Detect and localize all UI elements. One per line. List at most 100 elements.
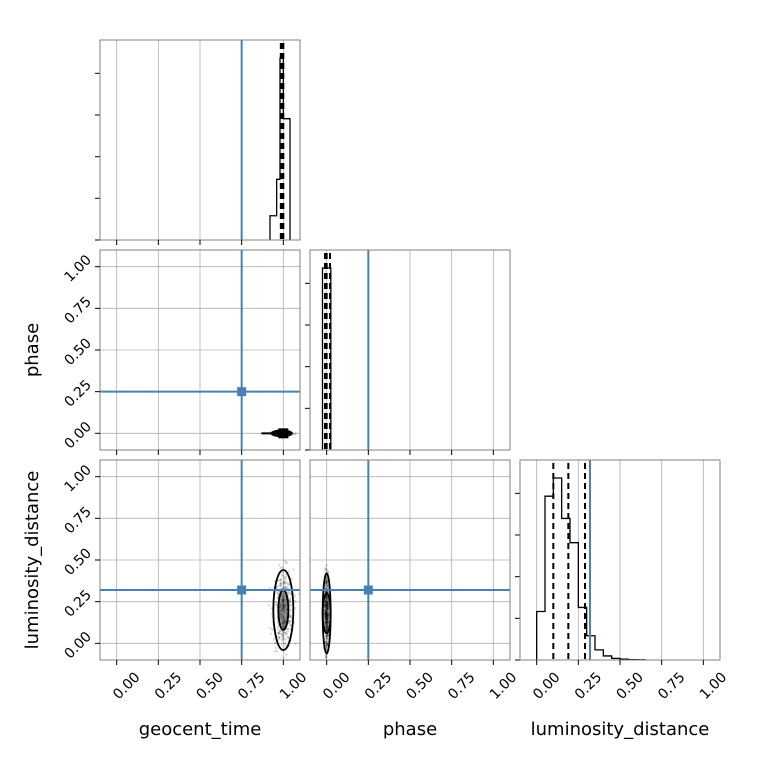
sample-point-phase-vs-luminosity_distance	[325, 611, 328, 614]
sample-point-geocent_time-vs-luminosity_distance	[284, 599, 287, 602]
sample-point-phase-vs-luminosity_distance	[325, 581, 328, 584]
sample-point-geocent_time-vs-luminosity_distance	[285, 561, 288, 564]
sample-point-phase-vs-luminosity_distance	[326, 615, 329, 618]
sample-point-phase-vs-luminosity_distance	[324, 615, 328, 619]
sample-point-geocent_time-vs-luminosity_distance	[289, 603, 292, 606]
ytick-label-luminosity_distance-3: 0.75	[62, 504, 95, 537]
sample-point-geocent_time-vs-luminosity_distance	[283, 604, 286, 608]
sample-point-geocent_time-vs-luminosity_distance	[275, 602, 278, 606]
sample-point-phase-vs-luminosity_distance	[325, 621, 329, 624]
sample-point-geocent_time-vs-luminosity_distance	[287, 620, 291, 623]
sample-point-geocent_time-vs-luminosity_distance	[285, 607, 288, 611]
sample-point-phase-vs-luminosity_distance	[325, 599, 328, 602]
sample-point-geocent_time-vs-luminosity_distance	[282, 599, 285, 603]
sample-point-geocent_time-vs-luminosity_distance	[280, 586, 283, 590]
sample-point-phase-vs-luminosity_distance	[327, 611, 330, 614]
sample-point-phase-vs-luminosity_distance	[325, 609, 329, 612]
sample-point-geocent_time-vs-luminosity_distance	[281, 633, 284, 637]
sample-point-phase-vs-luminosity_distance	[326, 606, 329, 610]
xlabel-luminosity_distance: luminosity_distance	[531, 719, 710, 740]
sample-point-geocent_time-vs-luminosity_distance	[281, 574, 284, 577]
sample-point-phase-vs-luminosity_distance	[324, 597, 328, 601]
sample-point-phase-vs-luminosity_distance	[325, 620, 329, 623]
sample-point-geocent_time-vs-luminosity_distance	[286, 635, 290, 639]
sample-point-phase-vs-luminosity_distance	[326, 600, 329, 603]
sample-point-geocent_time-vs-luminosity_distance	[278, 632, 282, 635]
sample-point-geocent_time-vs-luminosity_distance	[281, 600, 285, 604]
sample-point-phase-vs-luminosity_distance	[326, 621, 329, 624]
sample-point-geocent_time-vs-luminosity_distance	[283, 605, 287, 608]
sample-point-phase-vs-luminosity_distance	[324, 613, 328, 616]
sample-point-phase-vs-luminosity_distance	[326, 644, 329, 647]
sample-point-phase-vs-luminosity_distance	[325, 618, 328, 621]
sample-point-geocent_time-vs-luminosity_distance	[279, 605, 282, 609]
sample-point-phase-vs-luminosity_distance	[325, 625, 329, 628]
sample-point-geocent_time-vs-luminosity_distance	[281, 604, 284, 608]
sample-point-phase-vs-luminosity_distance	[324, 596, 328, 599]
sample-point-phase-vs-luminosity_distance	[325, 609, 328, 612]
sample-point-phase-vs-luminosity_distance	[324, 596, 328, 600]
sample-point-phase-vs-luminosity_distance	[325, 612, 328, 616]
sample-point-geocent_time-vs-luminosity_distance	[281, 615, 284, 619]
sample-point-phase-vs-luminosity_distance	[326, 634, 330, 637]
sample-point-phase-vs-luminosity_distance	[326, 614, 330, 617]
sample-point-geocent_time-vs-luminosity_distance	[280, 598, 284, 602]
sample-point-phase-vs-luminosity_distance	[326, 605, 329, 608]
grid-layer	[100, 40, 704, 660]
sample-point-geocent_time-vs-luminosity_distance	[280, 566, 284, 570]
sample-point-phase-vs-luminosity_distance	[324, 615, 327, 618]
sample-point-phase-vs-luminosity_distance	[326, 618, 329, 621]
truth-layer	[100, 40, 591, 660]
xtick-label-phase-4: 1.00	[487, 669, 520, 702]
sample-point-phase-vs-luminosity_distance	[325, 602, 328, 605]
sample-point-geocent_time-vs-luminosity_distance	[273, 650, 277, 653]
sample-point-phase-vs-luminosity_distance	[327, 603, 330, 606]
sample-point-phase-vs-luminosity_distance	[325, 628, 328, 631]
sample-point-phase-vs-luminosity_distance	[324, 609, 328, 612]
sample-point-phase-vs-luminosity_distance	[325, 564, 328, 567]
sample-point-geocent_time-vs-luminosity_distance	[284, 608, 287, 612]
sample-point-geocent_time-vs-luminosity_distance	[288, 613, 291, 616]
sample-point-phase-vs-luminosity_distance	[324, 626, 328, 629]
sample-point-geocent_time-vs-phase	[294, 433, 297, 436]
sample-point-phase-vs-luminosity_distance	[324, 612, 327, 616]
ytick-label-phase-3: 0.75	[62, 294, 95, 327]
sample-point-geocent_time-vs-luminosity_distance	[288, 599, 292, 602]
sample-point-geocent_time-vs-luminosity_distance	[284, 586, 287, 590]
sample-point-phase-vs-luminosity_distance	[326, 642, 329, 646]
sample-point-phase-vs-luminosity_distance	[325, 615, 328, 618]
sample-point-geocent_time-vs-luminosity_distance	[282, 580, 286, 583]
sample-point-geocent_time-vs-luminosity_distance	[286, 630, 290, 633]
sample-point-geocent_time-vs-luminosity_distance	[289, 623, 292, 627]
sample-point-phase-vs-luminosity_distance	[326, 626, 329, 630]
sample-point-geocent_time-vs-luminosity_distance	[280, 578, 283, 581]
sample-point-geocent_time-vs-luminosity_distance	[281, 609, 284, 613]
xtick-label-geocent_time-0: 0.00	[110, 669, 143, 702]
sample-point-geocent_time-vs-luminosity_distance	[278, 628, 281, 632]
sample-point-geocent_time-vs-luminosity_distance	[278, 635, 281, 638]
sample-point-geocent_time-vs-luminosity_distance	[282, 608, 286, 612]
sample-point-geocent_time-vs-luminosity_distance	[282, 604, 285, 607]
xtick-label-phase-2: 0.50	[404, 669, 437, 702]
sample-point-geocent_time-vs-phase	[294, 432, 297, 435]
sample-point-phase-vs-luminosity_distance	[325, 613, 328, 616]
sample-point-phase-vs-luminosity_distance	[326, 607, 329, 610]
text-layer: 0.000.250.500.751.000.00 0.25 0.50 0.75 1.00…	[22, 252, 730, 740]
sample-point-geocent_time-vs-luminosity_distance	[285, 653, 288, 656]
sample-point-geocent_time-vs-luminosity_distance	[282, 595, 285, 599]
sample-point-phase-vs-luminosity_distance	[325, 634, 329, 637]
sample-point-phase-vs-luminosity_distance	[324, 618, 328, 621]
sample-point-phase-vs-luminosity_distance	[325, 613, 329, 617]
sample-point-phase-vs-luminosity_distance	[326, 603, 329, 606]
sample-point-geocent_time-vs-luminosity_distance	[287, 586, 290, 590]
sample-point-geocent_time-vs-luminosity_distance	[284, 622, 287, 625]
sample-point-phase-vs-luminosity_distance	[325, 634, 329, 638]
sample-point-geocent_time-vs-luminosity_distance	[293, 593, 296, 596]
sample-point-geocent_time-vs-luminosity_distance	[282, 602, 285, 605]
xtick-label-luminosity_distance-0: 0.00	[530, 669, 563, 702]
sample-point-geocent_time-vs-luminosity_distance	[284, 643, 287, 647]
sample-point-geocent_time-vs-luminosity_distance	[274, 604, 278, 607]
sample-point-phase-vs-luminosity_distance	[326, 639, 330, 643]
sample-point-geocent_time-vs-luminosity_distance	[274, 646, 278, 650]
